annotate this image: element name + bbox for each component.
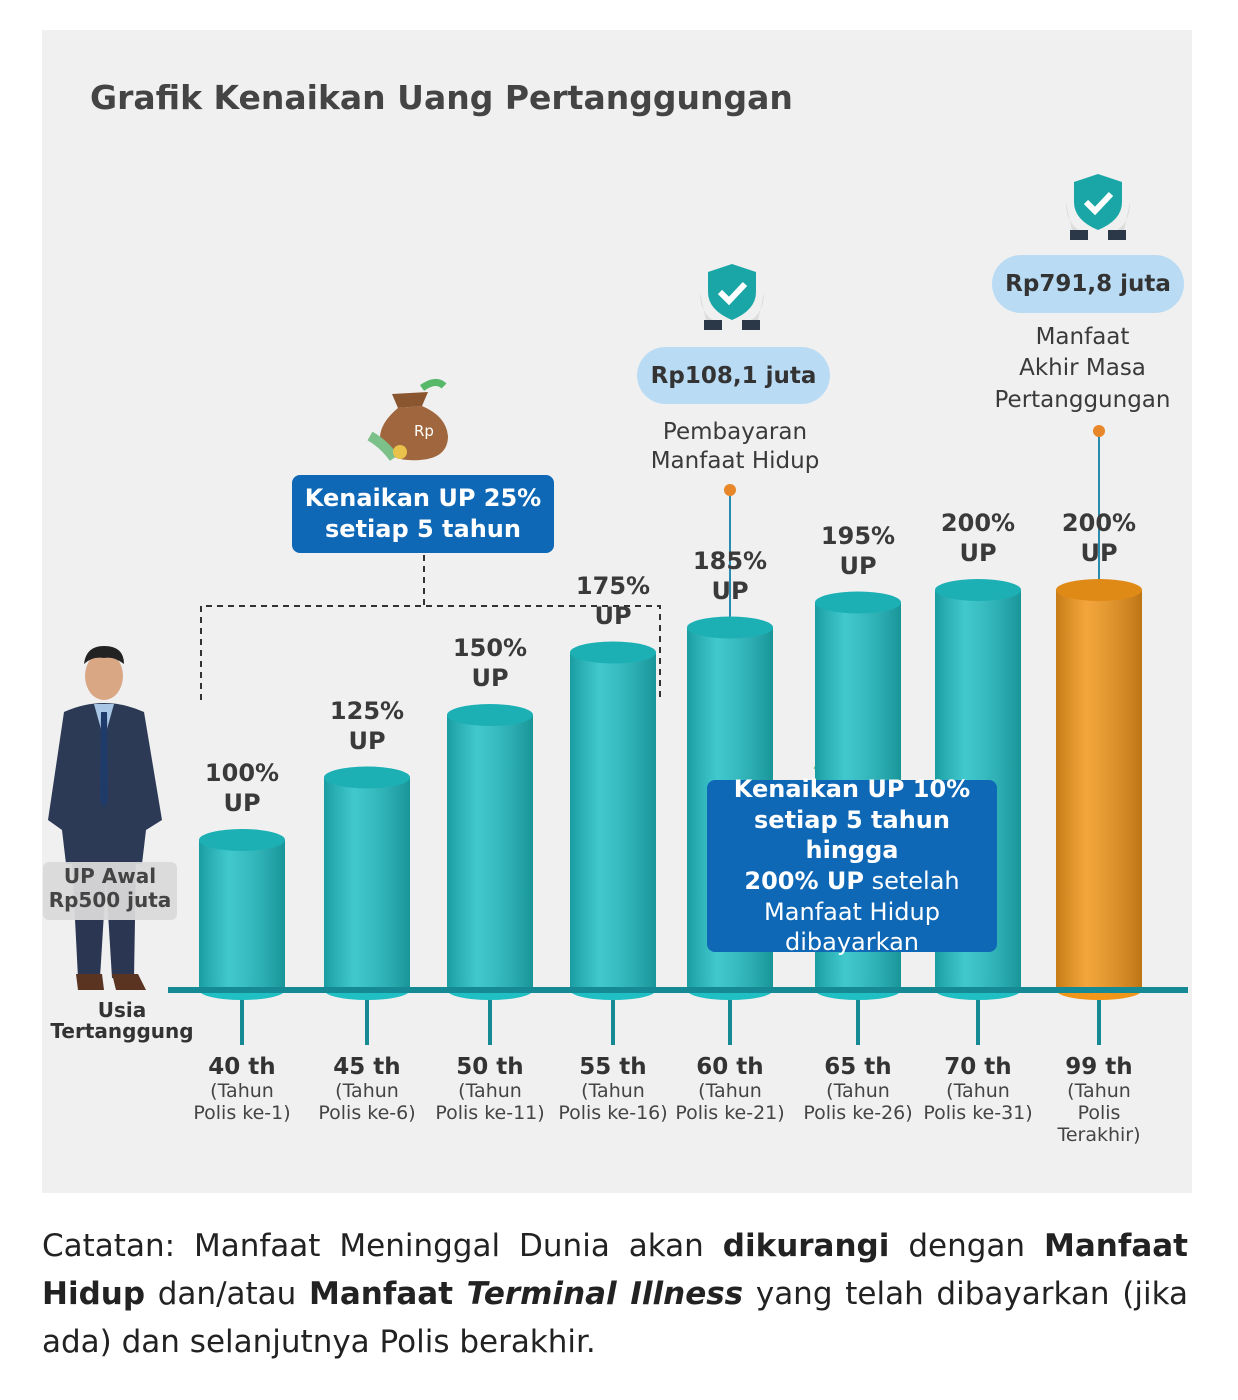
bar-part <box>447 715 533 990</box>
bar-part <box>1056 579 1142 601</box>
bar-part <box>199 840 285 990</box>
x-tick-label: 60 th <box>696 1054 764 1080</box>
bar-part <box>324 766 410 789</box>
bar <box>1056 579 1142 1000</box>
bar <box>447 704 533 1000</box>
callout-segment: Kenaikan UP 10% setiap 5 tahun hingga 20… <box>733 774 971 895</box>
value-label: 195% UP <box>820 521 896 580</box>
bar-part <box>324 766 410 789</box>
bar-part <box>570 652 656 990</box>
bar-part <box>815 591 901 614</box>
badge <box>43 862 177 920</box>
connector-dot <box>724 484 736 496</box>
x-tick <box>611 990 615 1045</box>
x-tick-sublabel: (Tahun Polis ke-16) <box>558 1080 668 1124</box>
note-segment: Terminal Illness <box>466 1276 744 1312</box>
x-tick-sublabel: (Tahun Polis ke-31) <box>923 1080 1033 1124</box>
note-segment: dan/atau <box>145 1276 310 1312</box>
callout-text: Kenaikan UP 10% setiap 5 tahun hingga 20… <box>707 774 997 958</box>
bar <box>324 766 410 1000</box>
chart-title: Grafik Kenaikan Uang Pertanggungan <box>90 78 793 117</box>
money-bag-icon: Rp <box>367 379 448 461</box>
x-tick-sublabel: (Tahun Polis Terakhir) <box>1057 1080 1141 1146</box>
x-tick-sublabel: (Tahun Polis ke-26) <box>803 1080 913 1124</box>
note-segment: Manfaat Hidup <box>42 1228 1188 1312</box>
baseline <box>168 987 1188 993</box>
x-tick-label: 70 th <box>944 1054 1012 1080</box>
x-tick <box>728 990 732 1045</box>
x-tick-label: 99 th <box>1065 1054 1133 1080</box>
x-tick-sublabel: (Tahun Polis ke-11) <box>435 1080 545 1124</box>
x-tick <box>240 990 244 1045</box>
bar-part <box>687 616 773 639</box>
bar <box>199 829 285 1000</box>
x-tick-label: 65 th <box>824 1054 892 1080</box>
bracket <box>200 555 661 700</box>
callout-increase: Kenaikan UP 25% setiap 5 tahun <box>292 475 554 553</box>
value-label: 150% UP <box>452 634 528 692</box>
x-tick <box>976 990 980 1045</box>
x-tick-label: 40 th <box>208 1054 276 1080</box>
bar-part <box>324 777 410 990</box>
bar-part <box>1056 590 1142 990</box>
living-benefit-amount: Rp108,1 juta <box>637 347 830 404</box>
note-segment: Manfaat <box>309 1276 467 1312</box>
living-benefit-label: Pembayaran Manfaat Hidup <box>650 419 820 475</box>
maturity-amount: Rp791,8 juta <box>992 255 1184 313</box>
bar-part <box>935 579 1021 601</box>
start-badge: UP Awal Rp500 juta <box>48 864 172 913</box>
bar-part <box>199 829 285 851</box>
connector-dot <box>1093 425 1105 437</box>
bar-part <box>815 591 901 614</box>
bar-part <box>447 704 533 726</box>
x-tick-label: 45 th <box>333 1054 401 1080</box>
svg-text:Rp: Rp <box>414 422 434 440</box>
note: Catatan: Manfaat Meninggal Dunia akan di… <box>42 1222 1188 1366</box>
x-tick-label: 55 th <box>579 1054 647 1080</box>
x-tick <box>856 990 860 1045</box>
bar-part <box>570 641 656 664</box>
x-tick-sublabel: (Tahun Polis ke-6) <box>318 1080 416 1124</box>
bar <box>570 641 656 1000</box>
value-label: 200% UP <box>1061 509 1137 567</box>
shield-icon <box>700 264 764 330</box>
callout-after: Kenaikan UP 10% setiap 5 tahun hingga 20… <box>707 775 997 956</box>
value-label: 185% UP <box>692 546 768 605</box>
note-segment: dikurangi <box>722 1228 890 1264</box>
x-tick <box>1097 990 1101 1045</box>
maturity-label: Manfaat Akhir Masa Pertanggungan <box>994 324 1171 413</box>
x-tick-sublabel: (Tahun Polis ke-21) <box>675 1080 785 1124</box>
shield-icon <box>1066 174 1130 240</box>
x-tick-label: 50 th <box>456 1054 524 1080</box>
value-label: 175% UP <box>575 571 651 630</box>
callout-segment: setelah Manfaat Hidup dibayarkan <box>764 867 960 957</box>
bar-part <box>687 616 773 639</box>
note-segment: dengan <box>889 1228 1044 1264</box>
bar-part <box>570 641 656 664</box>
value-label: 200% UP <box>940 509 1016 567</box>
bar-part <box>199 829 285 851</box>
x-axis-label: Usia Tertanggung <box>50 998 194 1043</box>
x-tick <box>488 990 492 1045</box>
value-label: 125% UP <box>329 696 405 755</box>
bar-part <box>935 579 1021 601</box>
bar-part <box>1056 579 1142 601</box>
x-tick-sublabel: (Tahun Polis ke-1) <box>193 1080 291 1124</box>
x-tick <box>365 990 369 1045</box>
bar-part <box>447 704 533 726</box>
note-segment: Catatan: Manfaat Meninggal Dunia akan <box>42 1228 723 1264</box>
note-segment: yang telah dibayarkan (jika ada) dan sel… <box>42 1276 1188 1360</box>
value-label: 100% UP <box>204 759 280 817</box>
